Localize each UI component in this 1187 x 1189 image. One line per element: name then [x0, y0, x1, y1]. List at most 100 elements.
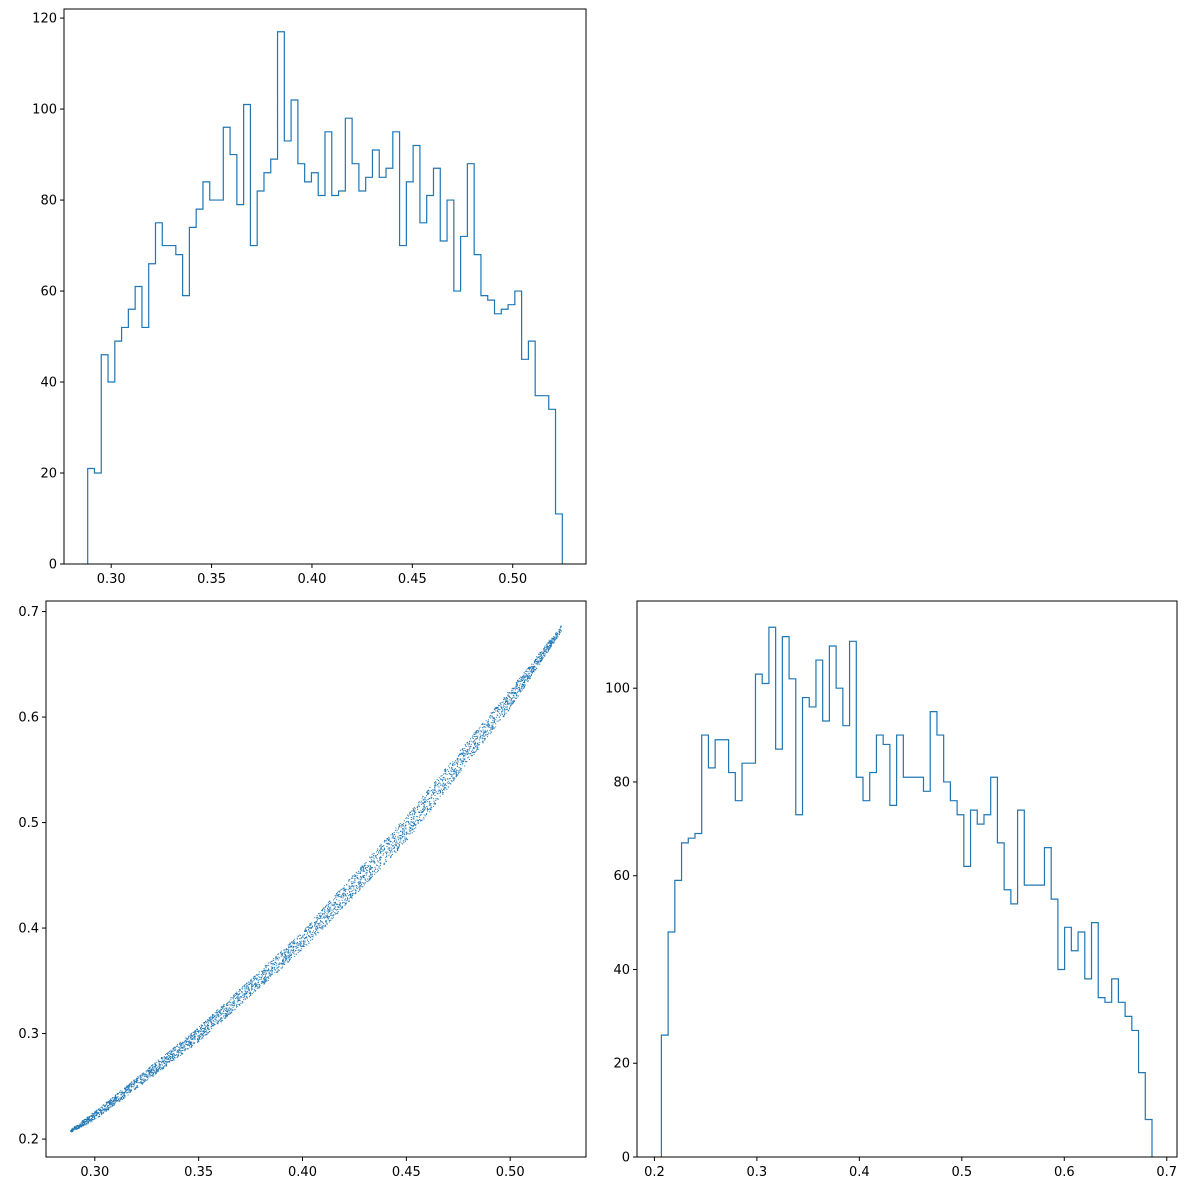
scatter-point	[458, 755, 460, 757]
scatter-point	[165, 1060, 167, 1062]
scatter-point	[307, 926, 309, 928]
scatter-point	[435, 781, 437, 783]
scatter-point	[475, 745, 477, 747]
scatter-point	[131, 1083, 133, 1085]
scatter-point	[103, 1104, 105, 1106]
scatter-point	[96, 1109, 98, 1111]
scatter-point	[512, 702, 514, 704]
scatter-point	[452, 770, 454, 772]
scatter-point	[372, 861, 374, 863]
scatter-point	[155, 1071, 157, 1073]
scatter-point	[498, 716, 500, 718]
scatter-point	[101, 1114, 103, 1116]
scatter-point	[331, 904, 333, 906]
scatter-point	[354, 885, 356, 887]
scatter-point	[370, 867, 372, 869]
scatter-point	[344, 890, 346, 892]
scatter-point	[266, 965, 268, 967]
scatter-point	[404, 836, 406, 838]
scatter-point	[233, 1004, 235, 1006]
scatter-point	[267, 968, 269, 970]
scatter-point	[346, 884, 348, 886]
scatter-point	[207, 1023, 209, 1025]
scatter-point	[358, 878, 360, 880]
scatter-point	[211, 1018, 213, 1020]
scatter-point	[119, 1100, 121, 1102]
scatter-point	[376, 851, 378, 853]
scatter-point	[478, 743, 480, 745]
scatter-point	[450, 769, 452, 771]
scatter-point	[207, 1026, 209, 1028]
scatter-point	[109, 1101, 111, 1103]
scatter-point	[436, 778, 438, 780]
scatter-point	[248, 988, 250, 990]
scatter-point	[163, 1059, 165, 1061]
scatter-point	[288, 951, 290, 953]
scatter-point	[453, 769, 455, 771]
scatter-point	[377, 870, 379, 872]
scatter-point	[455, 761, 457, 763]
scatter-point	[244, 989, 246, 991]
scatter-point	[418, 811, 420, 813]
scatter-point	[522, 676, 524, 678]
scatter-point	[217, 1013, 219, 1015]
scatter-point	[226, 1012, 228, 1014]
scatter-point	[183, 1041, 185, 1043]
scatter-point	[521, 686, 523, 688]
scatter-point	[539, 659, 541, 661]
scatter-point	[150, 1070, 152, 1072]
scatter-point	[199, 1025, 201, 1027]
scatter-point	[295, 953, 297, 955]
scatter-point	[543, 653, 545, 655]
scatter-point	[220, 1011, 222, 1013]
scatter-point	[203, 1031, 205, 1033]
scatter-point	[128, 1088, 130, 1090]
scatter-point	[106, 1109, 108, 1111]
scatter-point	[486, 724, 488, 726]
scatter-point	[236, 1005, 238, 1007]
scatter-point	[517, 695, 519, 697]
scatter-point	[266, 980, 268, 982]
scatter-point	[518, 689, 520, 691]
scatter-point	[124, 1095, 126, 1097]
scatter-point	[118, 1098, 120, 1100]
scatter-point	[503, 704, 505, 706]
scatter-point	[438, 781, 440, 783]
scatter-point	[241, 992, 243, 994]
scatter-point	[220, 1014, 222, 1016]
scatter-point	[86, 1117, 88, 1119]
scatter-point	[291, 941, 293, 943]
scatter-point	[181, 1042, 183, 1044]
scatter-point	[94, 1111, 96, 1113]
scatter-point	[475, 749, 477, 751]
scatter-point	[213, 1016, 215, 1018]
scatter-point	[539, 660, 541, 662]
scatter-point	[107, 1108, 109, 1110]
scatter-point	[71, 1128, 73, 1130]
scatter-point	[142, 1072, 144, 1074]
scatter-point	[109, 1099, 111, 1101]
scatter-point	[305, 943, 307, 945]
scatter-point	[445, 770, 447, 772]
scatter-point	[228, 1013, 230, 1015]
scatter-point	[308, 931, 310, 933]
scatter-point	[123, 1093, 125, 1095]
scatter-point	[371, 859, 373, 861]
scatter-point	[281, 962, 283, 964]
scatter-point	[291, 949, 293, 951]
scatter-point	[343, 895, 345, 897]
scatter-point	[445, 768, 447, 770]
scatter-point	[383, 862, 385, 864]
scatter-point	[516, 682, 518, 684]
scatter-point	[448, 783, 450, 785]
scatter-point	[521, 687, 522, 689]
scatter-point	[390, 855, 392, 857]
scatter-point	[409, 827, 411, 829]
scatter-point	[361, 866, 363, 868]
scatter-point	[248, 981, 250, 983]
scatter-point	[398, 826, 400, 828]
scatter-point	[315, 929, 317, 931]
scatter-point	[430, 796, 432, 798]
scatter-point	[487, 719, 489, 721]
scatter-point	[214, 1016, 216, 1018]
